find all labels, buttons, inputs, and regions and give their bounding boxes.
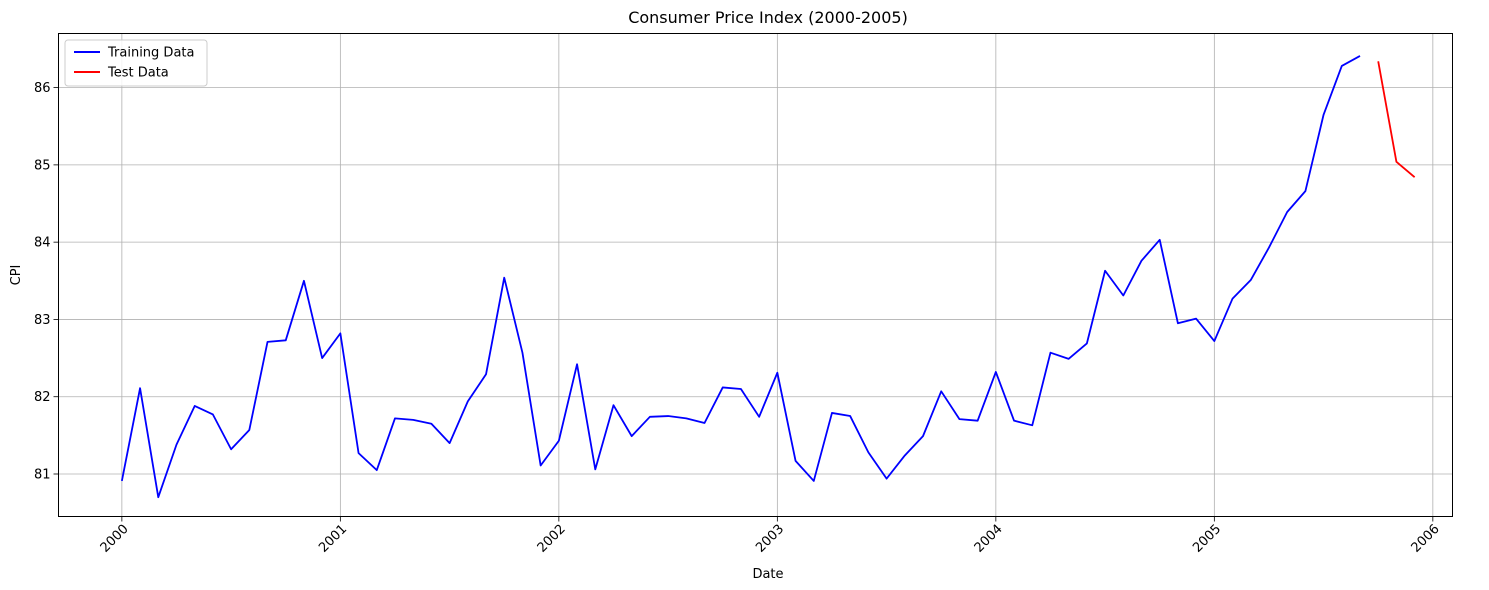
y-tick-label: 85 bbox=[34, 158, 51, 173]
test-data-line bbox=[1377, 61, 1416, 178]
chart-title: Consumer Price Index (2000-2005) bbox=[628, 8, 908, 27]
y-tick-label: 82 bbox=[34, 390, 51, 405]
plot-area-frame bbox=[58, 33, 1453, 517]
y-tick-label: 81 bbox=[34, 467, 51, 482]
y-tick-label: 84 bbox=[34, 236, 51, 251]
grid bbox=[58, 33, 1453, 517]
y-tick-label: 86 bbox=[34, 81, 51, 96]
x-axis-label: Date bbox=[752, 567, 783, 582]
y-tick-label: 83 bbox=[34, 313, 51, 328]
training-data-line bbox=[120, 55, 1361, 499]
y-axis-label: CPI bbox=[9, 265, 24, 286]
series-lines bbox=[120, 55, 1416, 499]
legend: Training Data Test Data bbox=[64, 39, 208, 87]
legend-label-training: Training Data bbox=[107, 46, 194, 61]
legend-label-test: Test Data bbox=[107, 66, 169, 81]
legend-frame bbox=[64, 39, 208, 87]
y-axis-ticks: 81 82 83 84 85 86 bbox=[34, 81, 59, 482]
